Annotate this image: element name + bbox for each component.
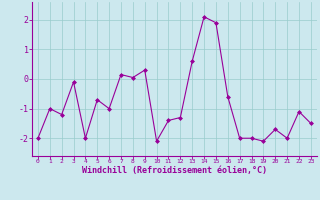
X-axis label: Windchill (Refroidissement éolien,°C): Windchill (Refroidissement éolien,°C) <box>82 166 267 175</box>
